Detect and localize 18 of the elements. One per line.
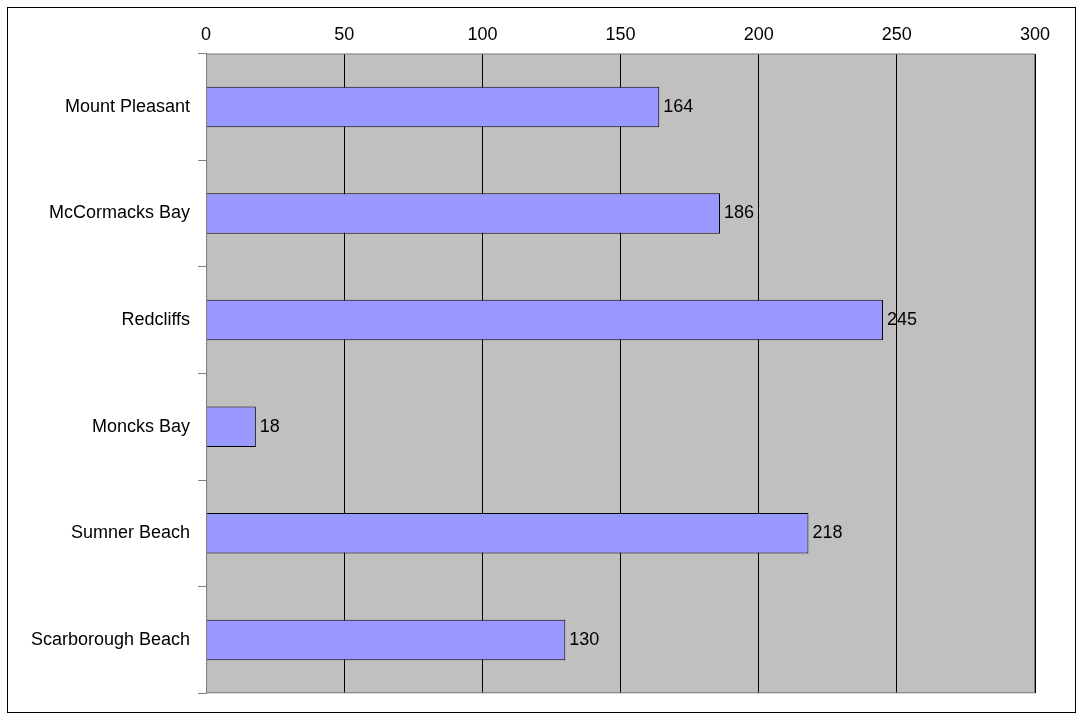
- x-tick-label: 200: [743, 23, 774, 44]
- x-tick-label: 50: [334, 23, 355, 44]
- y-tick-label: Redcliffs: [121, 309, 191, 330]
- x-tick-label: 100: [467, 23, 498, 44]
- y-tick-label: Mount Pleasant: [65, 95, 191, 116]
- y-tick-label: Scarborough Beach: [31, 628, 191, 649]
- y-tick-label: Sumner Beach: [71, 522, 191, 543]
- x-tick-label: 250: [881, 23, 912, 44]
- data-label: 218: [812, 522, 843, 543]
- data-label: 164: [663, 95, 694, 116]
- y-tick-label: Moncks Bay: [92, 415, 191, 436]
- y-tick-label: McCormacks Bay: [49, 202, 191, 223]
- data-label: 186: [724, 202, 755, 223]
- data-label: 130: [569, 628, 600, 649]
- data-label: 18: [259, 415, 280, 436]
- x-tick-label: 150: [605, 23, 636, 44]
- x-tick-label: 300: [1019, 23, 1051, 44]
- x-tick-label: 0: [201, 23, 212, 44]
